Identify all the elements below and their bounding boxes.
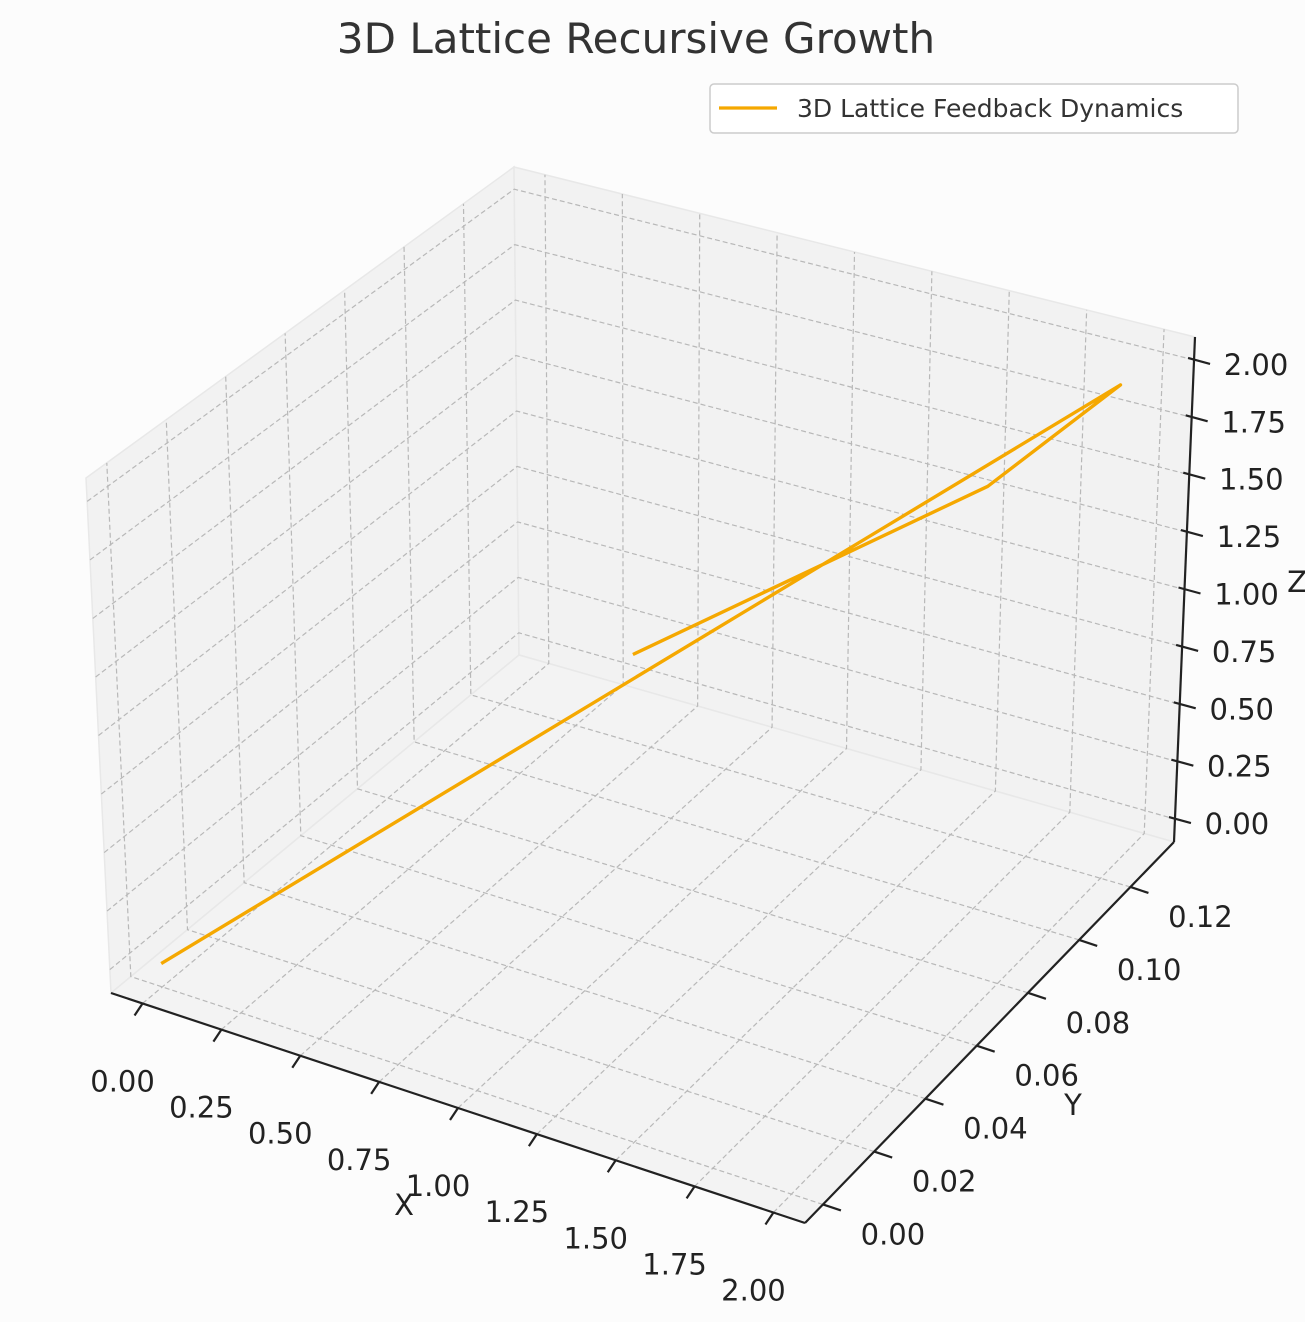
z-gridline	[95, 354, 1188, 678]
z-tick-label: 1.75	[1221, 405, 1286, 439]
z-gridline	[92, 299, 1190, 619]
grid-lines	[86, 174, 1195, 1213]
z-tick-mark	[1187, 356, 1211, 366]
x-tick-label: 2.00	[721, 1274, 786, 1308]
y-tick-label: 0.02	[912, 1165, 977, 1199]
legend: 3D Lattice Feedback Dynamics	[709, 83, 1239, 134]
y-tick-mark	[1027, 991, 1047, 1000]
x-tick-mark	[606, 1159, 617, 1173]
y-axis-line	[804, 841, 1175, 1224]
z-gridline	[86, 188, 1195, 502]
x-tick-label: 1.25	[485, 1195, 550, 1229]
z-gridline	[100, 465, 1183, 795]
z-tick-label: 0.25	[1207, 750, 1272, 784]
z-tick-mark	[1173, 701, 1197, 710]
y-gridline	[284, 333, 977, 1047]
z-tick-label: 0.75	[1212, 635, 1277, 669]
y-tick-label: 0.08	[1066, 1006, 1131, 1040]
x-tick-mark	[764, 1211, 775, 1226]
x-gridline	[142, 174, 550, 1004]
x-gridline	[615, 290, 1010, 1161]
x-gridline	[694, 309, 1088, 1187]
x-tick-label: 0.75	[327, 1143, 392, 1177]
z-tick-mark	[1175, 643, 1199, 652]
x-tick-label: 1.50	[563, 1221, 628, 1255]
z-tick-label: 2.00	[1224, 348, 1289, 382]
z-gridline	[106, 576, 1178, 912]
x-gridline	[378, 232, 778, 1083]
y-tick-mark	[1078, 938, 1098, 947]
y-gridline	[106, 462, 824, 1206]
x-tick-label: 0.50	[248, 1117, 313, 1151]
x-gridline	[773, 329, 1165, 1213]
z-tick-mark	[1182, 471, 1206, 480]
x-tick-label: 1.75	[642, 1247, 707, 1281]
z-tick-label: 1.25	[1217, 520, 1282, 554]
x-gridline	[299, 213, 701, 1057]
z-tick-mark	[1171, 758, 1194, 767]
z-tick-label: 0.00	[1205, 807, 1270, 841]
y-tick-mark	[1130, 885, 1149, 895]
series-line	[160, 383, 1123, 966]
z-tick-mark	[1178, 586, 1201, 595]
x-tick-mark	[527, 1133, 538, 1147]
z-gridline	[103, 521, 1180, 854]
y-tick-mark	[822, 1203, 842, 1212]
x-tick-label: 1.00	[406, 1169, 471, 1203]
z-tick-mark	[1168, 815, 1192, 825]
y-tick-label: 0.04	[963, 1112, 1028, 1146]
x-axis-label: X	[394, 1188, 414, 1222]
z-axis-label: Z	[1287, 565, 1305, 599]
y-tick-mark	[976, 1044, 996, 1053]
x-tick-label: 0.25	[169, 1091, 234, 1125]
x-tick-label: 0.00	[90, 1064, 155, 1098]
z-tick-mark	[1180, 529, 1204, 538]
x-gridline	[536, 271, 933, 1135]
x-tick-mark	[449, 1107, 459, 1121]
y-axis-label: Y	[1063, 1088, 1082, 1122]
x-gridline	[457, 251, 856, 1109]
z-tick-label: 0.50	[1209, 692, 1274, 726]
x-tick-mark	[133, 1002, 144, 1017]
y-tick-label: 0.12	[1168, 900, 1233, 934]
z-gridline	[98, 410, 1185, 736]
x-tick-mark	[370, 1081, 381, 1095]
y-gridline	[165, 419, 875, 1153]
legend-label: 3D Lattice Feedback Dynamics	[797, 94, 1183, 123]
axis-ticks: 0.00 0.25 0.50 0.75 1.00 1.25 1.50 1.75 2.00 0.00…	[90, 348, 1288, 1308]
chart-title: 3D Lattice Recursive Growth	[337, 14, 935, 63]
y-tick-mark	[925, 1097, 944, 1106]
y-tick-label: 0.06	[1014, 1059, 1079, 1093]
z-tick-mark	[1185, 414, 1208, 423]
z-gridline	[89, 243, 1192, 561]
z-tick-label: 1.50	[1219, 463, 1284, 497]
y-tick-label: 0.00	[861, 1217, 926, 1251]
y-gridline	[343, 290, 1029, 994]
x-tick-mark	[291, 1055, 302, 1069]
z-gridline	[109, 632, 1176, 971]
x-tick-mark	[212, 1028, 223, 1043]
series-layer	[160, 383, 1123, 966]
y-gridline	[225, 376, 926, 1100]
legend-box	[709, 83, 1239, 134]
z-tick-label: 1.00	[1214, 578, 1279, 612]
x-tick-mark	[685, 1185, 696, 1200]
y-tick-label: 0.10	[1117, 953, 1182, 987]
y-tick-mark	[873, 1150, 893, 1159]
